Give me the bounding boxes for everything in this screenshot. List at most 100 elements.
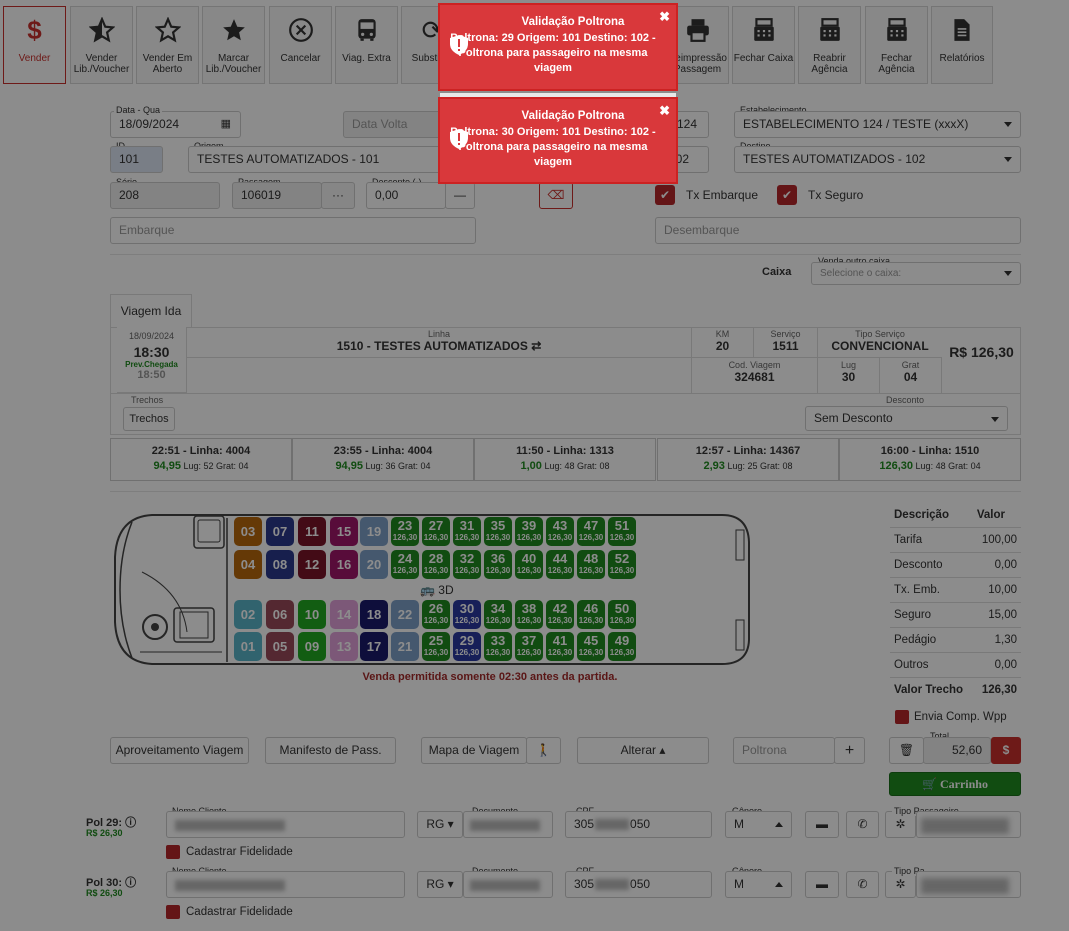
toolbar-reabrir-ag-ncia-button[interactable]: Reabrir Agência bbox=[798, 6, 861, 84]
trip-desconto-select[interactable]: Sem Desconto bbox=[805, 406, 1008, 431]
alt-trip-card[interactable]: 12:57 - Linha: 14367 2,93 Lug: 25 Grat: 0… bbox=[657, 438, 839, 481]
toolbar-vender-button[interactable]: $ Vender bbox=[3, 6, 66, 84]
add-poltrona-button[interactable]: + bbox=[834, 737, 865, 764]
seat[interactable]: 38 126,30 bbox=[515, 600, 543, 629]
seat[interactable]: 17 bbox=[360, 632, 388, 661]
phone-button[interactable]: ✆ bbox=[846, 811, 879, 838]
mapa-viagem-button[interactable]: Mapa de Viagem bbox=[421, 737, 527, 764]
tab-viagem-ida[interactable]: Viagem Ida bbox=[110, 294, 192, 328]
close-icon[interactable]: ✖ bbox=[659, 103, 670, 118]
seat[interactable]: 02 bbox=[234, 600, 262, 629]
fidelidade-checkbox[interactable] bbox=[166, 905, 180, 919]
alt-trip-card[interactable]: 11:50 - Linha: 1313 1,00 Lug: 48 Grat: 08 bbox=[474, 438, 656, 481]
desconto-field[interactable]: 0,00 bbox=[366, 182, 446, 209]
seat[interactable]: 51 126,30 bbox=[608, 517, 636, 546]
seat[interactable]: 41 126,30 bbox=[546, 632, 574, 661]
seat[interactable]: 40 126,30 bbox=[515, 550, 543, 579]
toolbar-vender-em-aberto-button[interactable]: Vender Em Aberto bbox=[136, 6, 199, 84]
seat[interactable]: 42 126,30 bbox=[546, 600, 574, 629]
manifesto-button[interactable]: Manifesto de Pass. bbox=[265, 737, 396, 764]
seat[interactable]: 03 bbox=[234, 517, 262, 546]
seat[interactable]: 10 bbox=[298, 600, 326, 629]
destination-select[interactable]: TESTES AUTOMATIZADOS - 102 bbox=[734, 146, 1021, 173]
seat[interactable]: 18 bbox=[360, 600, 388, 629]
seat[interactable]: 31 126,30 bbox=[453, 517, 481, 546]
seat[interactable]: 11 bbox=[298, 517, 326, 546]
eraser-button[interactable]: ⌫ bbox=[539, 182, 573, 209]
seat[interactable]: 27 126,30 bbox=[422, 517, 450, 546]
alterar-button[interactable]: Alterar ▴ bbox=[577, 737, 709, 764]
phone-button[interactable]: ✆ bbox=[846, 871, 879, 898]
seat[interactable]: 20 bbox=[360, 550, 388, 579]
documento-input[interactable] bbox=[463, 811, 553, 838]
tx-embarque-checkbox[interactable]: ✔ bbox=[655, 185, 675, 205]
toolbar-fechar-caixa-button[interactable]: Fechar Caixa bbox=[732, 6, 795, 84]
envia-wpp-checkbox[interactable] bbox=[895, 710, 909, 724]
seat[interactable]: 23 126,30 bbox=[391, 517, 419, 546]
documento-input[interactable] bbox=[463, 871, 553, 898]
seat[interactable]: 44 126,30 bbox=[546, 550, 574, 579]
seat[interactable]: 26 126,30 bbox=[422, 600, 450, 629]
seat[interactable]: 08 bbox=[266, 550, 294, 579]
seat[interactable]: 35 126,30 bbox=[484, 517, 512, 546]
seat[interactable]: 01 bbox=[234, 632, 262, 661]
seat[interactable]: 06 bbox=[266, 600, 294, 629]
fidelidade-checkbox[interactable] bbox=[166, 845, 180, 859]
carrinho-button[interactable]: 🛒 Carrinho bbox=[889, 772, 1021, 796]
seat[interactable]: 30 126,30 bbox=[453, 600, 481, 629]
seat[interactable]: 28 126,30 bbox=[422, 550, 450, 579]
toolbar-marcar-lib-voucher-button[interactable]: Marcar Lib./Voucher bbox=[202, 6, 265, 84]
tipo-passageiro-select[interactable] bbox=[916, 811, 1021, 838]
tipo-passageiro-select[interactable] bbox=[916, 871, 1021, 898]
cpf-input[interactable]: 305 050 bbox=[565, 811, 712, 838]
seat[interactable]: 36 126,30 bbox=[484, 550, 512, 579]
id-card-button[interactable]: ▬ bbox=[805, 811, 839, 838]
seat[interactable]: 37 126,30 bbox=[515, 632, 543, 661]
outro-caixa-select[interactable]: Selecione o caixa: bbox=[811, 262, 1021, 285]
refresh-icon[interactable]: ⇄ bbox=[531, 339, 542, 353]
seat[interactable]: 32 126,30 bbox=[453, 550, 481, 579]
seat[interactable]: 15 bbox=[330, 517, 358, 546]
seat[interactable]: 13 bbox=[330, 632, 358, 661]
walk-button[interactable]: 🚶 bbox=[526, 737, 561, 764]
toolbar-fechar-ag-ncia-button[interactable]: Fechar Agência bbox=[865, 6, 928, 84]
seat[interactable]: 21 bbox=[391, 632, 419, 661]
nome-cliente-input[interactable] bbox=[166, 811, 405, 838]
info-icon[interactable]: ⓘ bbox=[122, 877, 137, 889]
seat[interactable]: 45 126,30 bbox=[577, 632, 605, 661]
serie-field[interactable]: 208 bbox=[110, 182, 220, 209]
desconto-minus-button[interactable]: — bbox=[445, 182, 475, 209]
seat[interactable]: 07 bbox=[266, 517, 294, 546]
alt-trip-card[interactable]: 16:00 - Linha: 1510 126,30 Lug: 48 Grat: … bbox=[839, 438, 1021, 481]
trechos-button[interactable]: Trechos bbox=[123, 407, 175, 431]
seat[interactable]: 29 126,30 bbox=[453, 632, 481, 661]
genero-select[interactable]: M bbox=[725, 811, 792, 838]
origin-id-field[interactable]: 101 bbox=[110, 146, 163, 173]
seat[interactable]: 04 bbox=[234, 550, 262, 579]
info-icon[interactable]: ⓘ bbox=[122, 817, 137, 829]
data-volta-field[interactable]: Data Volta bbox=[343, 111, 446, 138]
embarque-field[interactable]: Embarque bbox=[110, 217, 476, 244]
seat[interactable]: 34 126,30 bbox=[484, 600, 512, 629]
seat[interactable]: 05 bbox=[266, 632, 294, 661]
cpf-input[interactable]: 305 050 bbox=[565, 871, 712, 898]
establishment-select[interactable]: ESTABELECIMENTO 124 / TESTE (xxxX) bbox=[734, 111, 1021, 138]
doc-type-select[interactable]: RG ▾ bbox=[417, 871, 463, 898]
id-card-button[interactable]: ▬ bbox=[805, 871, 839, 898]
trash-button[interactable]: 🗑 bbox=[889, 737, 924, 764]
close-icon[interactable]: ✖ bbox=[659, 9, 670, 24]
alt-trip-card[interactable]: 22:51 - Linha: 4004 94,95 Lug: 52 Grat: 0… bbox=[110, 438, 292, 481]
seat[interactable]: 52 126,30 bbox=[608, 550, 636, 579]
seat[interactable]: 39 126,30 bbox=[515, 517, 543, 546]
aproveitamento-button[interactable]: Aproveitamento Viagem bbox=[110, 737, 249, 764]
passagem-field[interactable]: 106019 bbox=[232, 182, 322, 209]
toolbar-viag-extra-button[interactable]: Viag. Extra bbox=[335, 6, 398, 84]
seat[interactable]: 14 bbox=[330, 600, 358, 629]
date-field[interactable]: 18/09/2024 ▦ bbox=[110, 111, 241, 138]
seat[interactable]: 25 126,30 bbox=[422, 632, 450, 661]
seat[interactable]: 24 126,30 bbox=[391, 550, 419, 579]
doc-type-select[interactable]: RG ▾ bbox=[417, 811, 463, 838]
passagem-more-button[interactable]: ··· bbox=[321, 182, 355, 209]
seat[interactable]: 16 bbox=[330, 550, 358, 579]
seat[interactable]: 50 126,30 bbox=[608, 600, 636, 629]
